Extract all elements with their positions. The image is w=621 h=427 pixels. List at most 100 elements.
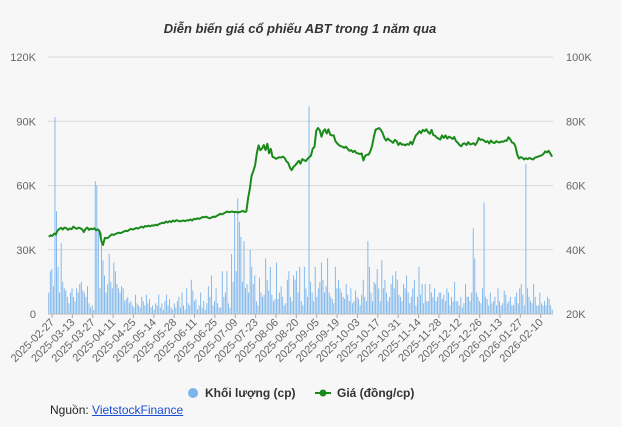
volume-bar bbox=[424, 284, 426, 314]
volume-bar bbox=[221, 271, 223, 314]
volume-bar bbox=[229, 307, 231, 314]
price-line bbox=[48, 127, 553, 246]
volume-bar bbox=[274, 299, 276, 314]
volume-bar bbox=[258, 277, 260, 314]
volume-bar bbox=[441, 299, 443, 314]
volume-bar bbox=[237, 198, 239, 314]
volume-bar bbox=[162, 309, 164, 314]
source-link[interactable]: VietstockFinance bbox=[92, 403, 184, 417]
volume-bar bbox=[108, 254, 110, 314]
volume-bar bbox=[373, 281, 375, 315]
volume-bar bbox=[51, 269, 53, 314]
volume-bar bbox=[127, 296, 129, 314]
volume-bar bbox=[491, 303, 493, 314]
volume-bar bbox=[333, 303, 335, 314]
volume-bar bbox=[54, 116, 56, 314]
volume-bar bbox=[410, 296, 412, 314]
volume-bar bbox=[399, 296, 401, 314]
volume-bar bbox=[465, 284, 466, 314]
volume-bar bbox=[485, 296, 487, 314]
volume-bar bbox=[415, 305, 417, 314]
volume-bar bbox=[83, 292, 85, 314]
volume-bar bbox=[122, 288, 124, 314]
volume-bar bbox=[272, 301, 274, 314]
volume-bar bbox=[528, 296, 530, 314]
volume-bar bbox=[413, 279, 415, 314]
volume-bar bbox=[393, 288, 395, 314]
legend-item-volume[interactable]: Khối lượng (cp) bbox=[188, 386, 296, 400]
volume-bar bbox=[482, 288, 483, 314]
volume-bar bbox=[149, 299, 150, 314]
volume-bar bbox=[234, 211, 236, 314]
volume-bar bbox=[324, 292, 325, 314]
volume-bar bbox=[334, 266, 336, 314]
legend: Khối lượng (cp) Giá (đồng/cp) bbox=[188, 386, 414, 400]
volume-bar bbox=[420, 294, 422, 314]
volume-bar bbox=[57, 266, 59, 314]
volume-bar bbox=[353, 301, 355, 314]
volume-bar bbox=[376, 269, 378, 314]
volume-bar bbox=[317, 288, 319, 314]
volume-bar bbox=[435, 301, 437, 314]
volume-bar bbox=[297, 292, 299, 314]
volume-bar bbox=[344, 299, 346, 314]
volume-bar bbox=[164, 301, 166, 314]
volume-bar bbox=[305, 288, 307, 314]
volume-bar bbox=[65, 290, 67, 314]
volume-bar bbox=[184, 309, 186, 314]
right-axis-tick: 80K bbox=[566, 116, 586, 128]
volume-bar bbox=[288, 271, 290, 314]
volume-bar bbox=[488, 305, 490, 314]
volume-bar bbox=[514, 296, 516, 314]
volume-bar bbox=[76, 288, 78, 314]
volume-bar bbox=[91, 305, 93, 314]
volume-bar bbox=[214, 301, 215, 314]
volume-bar bbox=[455, 301, 457, 314]
volume-bars bbox=[48, 106, 553, 315]
volume-bar bbox=[311, 292, 313, 314]
volume-bar bbox=[351, 303, 353, 314]
right-axis: 20K 40K 60K 80K 100K bbox=[566, 52, 592, 321]
volume-bar bbox=[87, 286, 88, 314]
volume-bar bbox=[141, 296, 143, 314]
volume-bar bbox=[390, 284, 392, 314]
volume-bar bbox=[107, 284, 109, 314]
volume-bar bbox=[347, 294, 349, 314]
volume-bar bbox=[144, 305, 146, 314]
volume-bar bbox=[509, 296, 511, 314]
volume-bar bbox=[320, 262, 322, 314]
x-axis: 2025-02-272025-03-132025-03-272025-04-11… bbox=[9, 313, 553, 365]
volume-bar bbox=[386, 292, 387, 314]
volume-bar bbox=[74, 301, 76, 314]
volume-bar bbox=[142, 301, 144, 314]
volume-bar bbox=[313, 301, 315, 314]
volume-bar bbox=[271, 294, 273, 314]
volume-bar bbox=[472, 228, 474, 314]
legend-volume-marker bbox=[188, 388, 198, 398]
volume-bar bbox=[466, 296, 468, 314]
volume-bar bbox=[166, 294, 167, 314]
volume-bar bbox=[327, 258, 329, 314]
volume-bar bbox=[121, 286, 123, 314]
volume-bar bbox=[418, 266, 420, 314]
volume-bar bbox=[359, 305, 361, 314]
volume-bar bbox=[461, 307, 463, 314]
volume-bar bbox=[480, 303, 482, 314]
volume-bar bbox=[245, 288, 246, 314]
volume-bar bbox=[80, 281, 82, 315]
legend-price-label: Giá (đồng/cp) bbox=[337, 386, 414, 400]
volume-bar bbox=[513, 305, 514, 314]
legend-item-price[interactable]: Giá (đồng/cp) bbox=[315, 386, 414, 400]
volume-bar bbox=[203, 301, 205, 314]
volume-bar bbox=[145, 294, 147, 314]
volume-bar bbox=[530, 301, 531, 314]
volume-bar bbox=[361, 294, 363, 314]
volume-bar bbox=[477, 296, 479, 314]
volume-bar bbox=[421, 284, 423, 314]
volume-bar bbox=[138, 305, 140, 314]
volume-bar bbox=[544, 301, 545, 314]
volume-bar bbox=[246, 284, 248, 314]
volume-bar bbox=[478, 301, 480, 314]
volume-bar bbox=[398, 294, 400, 314]
